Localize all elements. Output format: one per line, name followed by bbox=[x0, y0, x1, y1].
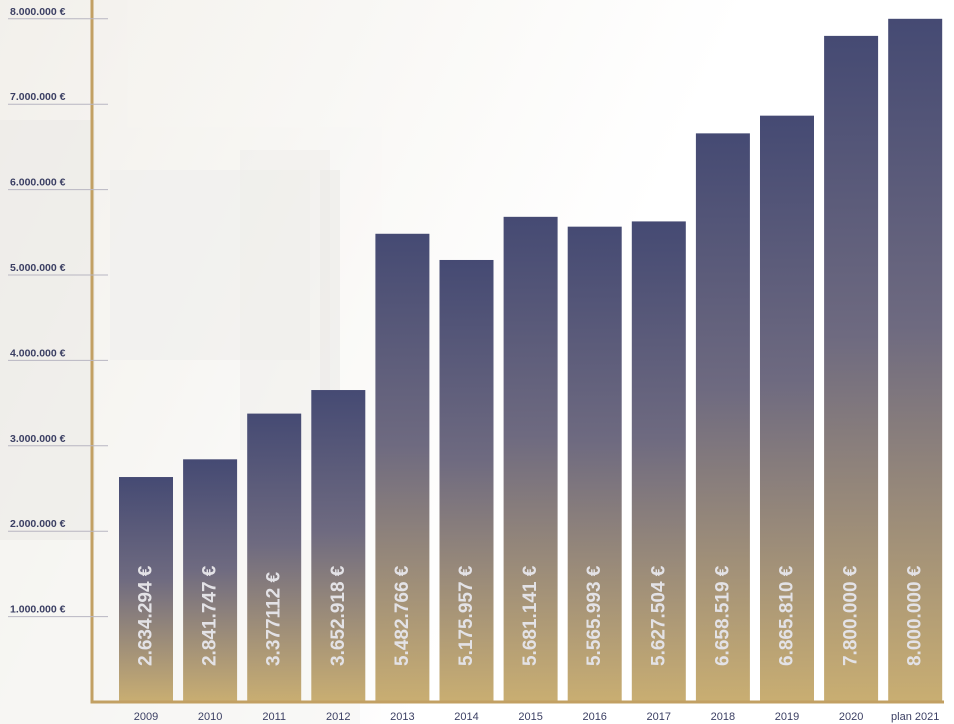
bar-2015 bbox=[503, 216, 558, 702]
data-labels-layer: 2.634.294 € 2.841.747 € 3.377112 € 3.652.91… bbox=[136, 565, 926, 666]
x-tick-label-2013: 2013 bbox=[390, 711, 414, 723]
bar-plan-2021 bbox=[888, 18, 943, 703]
y-tick-label: 4.000.000 € bbox=[10, 347, 66, 359]
data-label-2010: 2.841.747 € bbox=[200, 565, 221, 666]
y-tick-label: 3.000.000 € bbox=[10, 433, 66, 445]
bar-2009 bbox=[119, 477, 173, 702]
x-tick-label-2020: 2020 bbox=[839, 711, 863, 723]
data-label-2017: 5.627.504 € bbox=[648, 565, 669, 666]
y-tick-label: 2.000.000 € bbox=[10, 518, 66, 530]
x-tick-label-plan-2021: plan 2021 bbox=[891, 711, 939, 723]
x-tick-label-2017: 2017 bbox=[647, 711, 671, 723]
data-label-2012: 3.652.918 € bbox=[328, 565, 349, 666]
bar-2020 bbox=[824, 35, 879, 702]
x-tick-label-2014: 2014 bbox=[454, 711, 478, 723]
x-tick-label-2019: 2019 bbox=[775, 711, 799, 723]
data-label-2020: 7.800.000 € bbox=[841, 565, 862, 666]
data-label-2019: 6.865.810 € bbox=[777, 565, 798, 666]
y-tick-label: 1.000.000 € bbox=[10, 604, 66, 616]
bar-2013 bbox=[375, 233, 430, 702]
data-label-2009: 2.634.294 € bbox=[136, 565, 157, 666]
x-tick-label-2012: 2012 bbox=[326, 711, 350, 723]
bar-2010 bbox=[183, 459, 238, 702]
y-tick-label: 8.000.000 € bbox=[10, 6, 66, 18]
data-label-2011: 3.377112 € bbox=[264, 572, 285, 666]
y-tick-label: 6.000.000 € bbox=[10, 177, 66, 189]
bar-2018 bbox=[695, 133, 750, 702]
data-label-2018: 6.658.519 € bbox=[712, 565, 733, 666]
x-tick-label-2015: 2015 bbox=[518, 711, 542, 723]
data-label-2015: 5.681.141 € bbox=[520, 565, 541, 666]
data-label-plan-2021: 8.000.000 € bbox=[905, 565, 926, 666]
bar-2017 bbox=[631, 221, 686, 702]
data-label-2014: 5.175.957 € bbox=[456, 565, 477, 666]
bars-layer bbox=[119, 18, 943, 703]
y-tick-label: 7.000.000 € bbox=[10, 91, 66, 103]
bar-2019 bbox=[760, 115, 814, 702]
data-label-2016: 5.565.993 € bbox=[584, 565, 605, 666]
data-label-2013: 5.482.766 € bbox=[392, 565, 413, 666]
y-tick-label: 5.000.000 € bbox=[10, 262, 66, 274]
x-tick-label-2009: 2009 bbox=[134, 711, 158, 723]
x-tick-label-2018: 2018 bbox=[711, 711, 735, 723]
x-axis: 2009 2010 2011 2012 2013 2014 2015 2016 2017 2018… bbox=[90, 700, 944, 723]
x-tick-label-2010: 2010 bbox=[198, 711, 222, 723]
x-tick-label-2016: 2016 bbox=[582, 711, 606, 723]
y-axis: 1.000.000 € 2.000.000 € 3.000.000 € 4.000.0… bbox=[8, 0, 108, 702]
bar-2011 bbox=[247, 413, 302, 702]
bar-2014 bbox=[439, 259, 494, 702]
bar-2016 bbox=[567, 226, 622, 703]
bar-2012 bbox=[311, 390, 366, 702]
x-tick-label-2011: 2011 bbox=[262, 711, 286, 723]
